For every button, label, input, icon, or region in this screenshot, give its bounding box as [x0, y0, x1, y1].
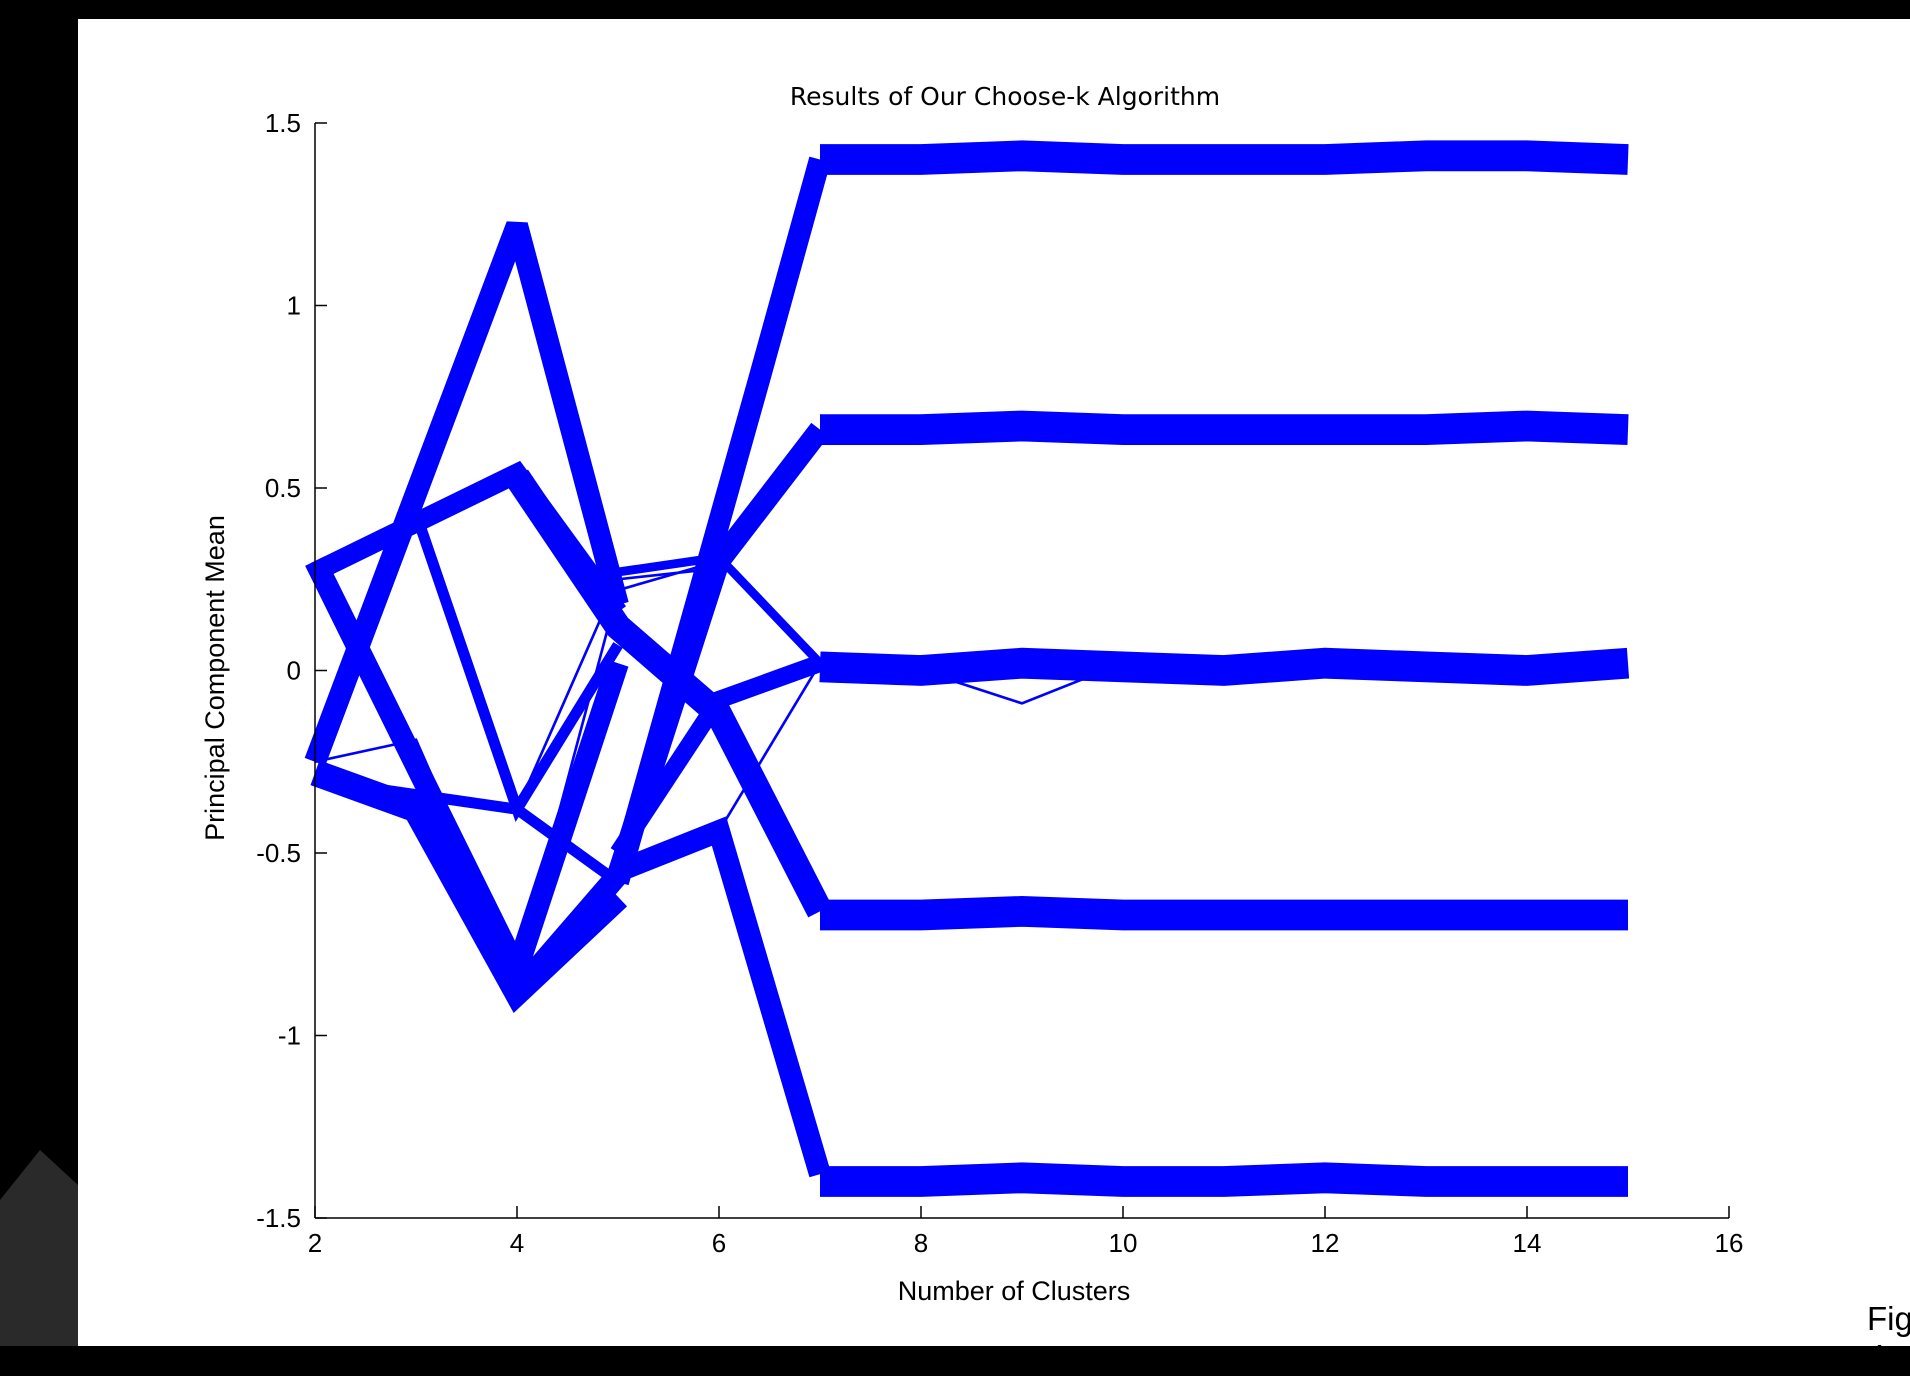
- series-line-21: [820, 895, 1628, 931]
- series-line-2: [304, 221, 629, 766]
- y-tick-label: -1: [278, 1021, 301, 1051]
- series-line-15: [515, 559, 720, 971]
- y-tick-label: 1.5: [265, 108, 301, 138]
- y-tick-label: -1.5: [256, 1203, 301, 1233]
- y-axis-label: Principal Component Mean: [200, 515, 230, 841]
- series-line-17: [820, 140, 1629, 175]
- series-line-19: [819, 647, 1630, 686]
- series-line-9: [613, 816, 831, 1178]
- x-tick-label: 2: [308, 1228, 322, 1258]
- line-chart: Results of Our Choose-k Algorithm 2 4 6 8 10…: [200, 82, 1743, 1306]
- figure-label: Fig. 4: [1867, 1300, 1910, 1375]
- background-decoration: [0, 1150, 78, 1346]
- axes: [314, 122, 1730, 1219]
- y-tick-label: 0: [287, 656, 301, 686]
- x-tick-label: 16: [1715, 1228, 1744, 1258]
- series-layer: [304, 140, 1630, 1197]
- x-axis-label: Number of Clusters: [898, 1276, 1131, 1306]
- x-tick-label: 4: [510, 1228, 524, 1258]
- figure-panel: Results of Our Choose-k Algorithm 2 4 6 8 10…: [78, 19, 1910, 1375]
- x-tick-label: 8: [914, 1228, 928, 1258]
- series-line-12: [607, 156, 831, 886]
- series-line-20: [820, 661, 1124, 705]
- y-tick-label: 1: [287, 291, 301, 321]
- x-tick-label: 10: [1109, 1228, 1138, 1258]
- x-tick-label: 6: [712, 1228, 726, 1258]
- chart-title: Results of Our Choose-k Algorithm: [790, 82, 1220, 111]
- series-line-22: [820, 1162, 1628, 1197]
- x-tick-label: 12: [1311, 1228, 1340, 1258]
- y-tick-label: -0.5: [256, 838, 301, 868]
- decor-shape: [0, 1150, 78, 1346]
- series-line-13: [314, 738, 519, 971]
- series-line-18: [820, 410, 1629, 446]
- tick-labels: 2 4 6 8 10 12 14 16 -1.5 -1 -0.5 0 0.5 1 1.5: [256, 108, 1743, 1258]
- series-line-16: [717, 662, 822, 832]
- x-tick-label: 14: [1513, 1228, 1542, 1258]
- y-tick-label: 0.5: [265, 473, 301, 503]
